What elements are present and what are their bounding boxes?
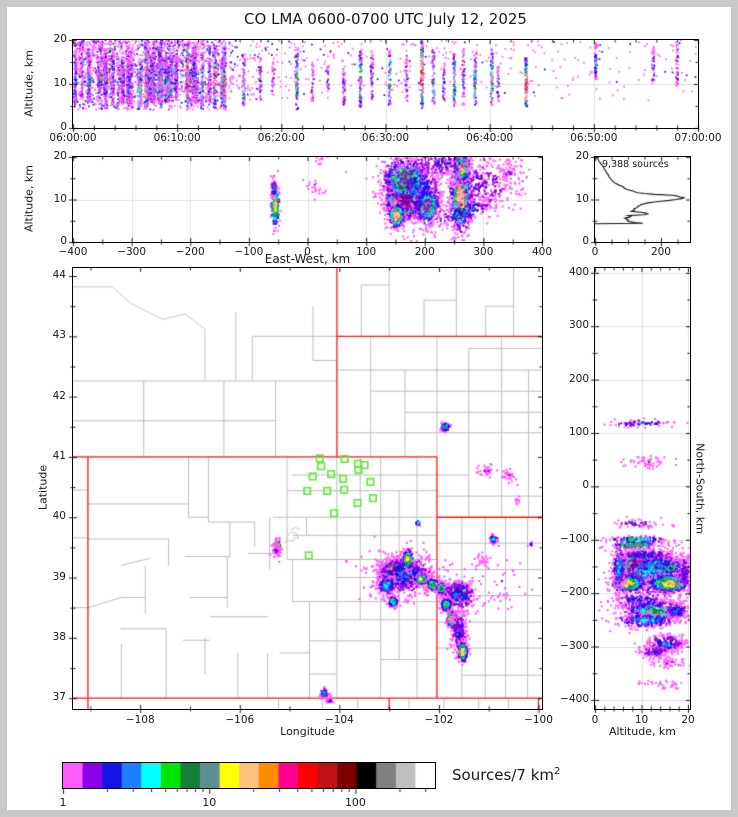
ew-axis-tick: 0 xyxy=(304,246,311,258)
north-south-tick: −400 xyxy=(560,692,589,705)
north-south-tick: 300 xyxy=(568,319,589,332)
map-ylabel: Latitude xyxy=(36,464,50,511)
longitude-tick: −104 xyxy=(324,714,354,726)
altitude-histogram-panel: 9,388 sources xyxy=(594,156,691,243)
time-height-alt-tick: 0 xyxy=(60,121,67,133)
figure-title: CO LMA 0600-0700 UTC July 12, 2025 xyxy=(244,10,527,28)
time-height-alt-tick: 20 xyxy=(53,33,67,45)
ew-axis-tick: −200 xyxy=(175,246,205,258)
source-count-annotation: 9,388 sources xyxy=(602,159,669,170)
time-height-alt-tick: 10 xyxy=(53,77,67,89)
histogram-alt-tick: 0 xyxy=(582,235,589,247)
north-south-tick: 0 xyxy=(582,479,589,492)
ew-axis-tick: −100 xyxy=(234,246,264,258)
plan-view-map-panel xyxy=(72,267,543,710)
time-axis-tick: 07:00:00 xyxy=(674,132,722,144)
ew-height-alt-tick: 20 xyxy=(53,150,67,162)
ew-axis-tick: −300 xyxy=(117,246,147,258)
longitude-tick: −100 xyxy=(524,714,553,726)
ew-axis-tick: −400 xyxy=(58,246,88,258)
histogram-count-tick: 200 xyxy=(650,246,671,258)
time-axis-tick: 06:00:00 xyxy=(49,132,97,144)
ns-height-ylabel: North-South, km xyxy=(693,443,707,534)
ew-height-alt-tick: 0 xyxy=(60,235,67,247)
histogram-alt-tick: 10 xyxy=(575,192,589,205)
north-south-tick: 400 xyxy=(568,265,589,278)
ew-axis-tick: 300 xyxy=(473,246,494,258)
time-axis-tick: 06:10:00 xyxy=(153,132,201,144)
latitude-tick: 44 xyxy=(52,269,66,282)
time-axis-tick: 06:50:00 xyxy=(570,132,618,144)
colorbar xyxy=(62,762,436,789)
latitude-tick: 37 xyxy=(52,691,66,704)
ew-axis-tick: 400 xyxy=(531,246,553,258)
latitude-tick: 41 xyxy=(52,449,66,462)
north-south-tick: −100 xyxy=(560,532,589,545)
ns-alt-tick: 20 xyxy=(681,714,695,726)
ns-alt-tick: 0 xyxy=(591,714,599,726)
colorbar-tick: 100 xyxy=(344,796,366,809)
east-west-height-panel xyxy=(72,156,543,243)
ew-axis-tick: 100 xyxy=(356,246,377,258)
time-axis-tick: 06:20:00 xyxy=(257,132,305,144)
north-south-tick: −300 xyxy=(560,639,589,652)
colorbar-tick: 1 xyxy=(59,796,67,809)
time-height-panel xyxy=(72,39,699,129)
histogram-count-tick: 0 xyxy=(591,246,599,258)
ns-alt-tick: 10 xyxy=(634,714,649,726)
north-south-tick: −200 xyxy=(560,586,589,599)
longitude-tick: −102 xyxy=(424,714,454,726)
colorbar-label: Sources/7 km2 xyxy=(452,766,561,784)
longitude-tick: −106 xyxy=(225,714,255,726)
longitude-tick: −108 xyxy=(125,714,155,726)
time-axis-tick: 06:40:00 xyxy=(466,132,514,144)
ew-height-alt-tick: 10 xyxy=(53,192,67,205)
north-south-tick: 100 xyxy=(568,425,589,438)
ew-axis-tick: 200 xyxy=(414,246,435,258)
histogram-alt-tick: 20 xyxy=(575,150,589,162)
latitude-tick: 38 xyxy=(52,630,66,643)
ns-height-xlabel: Altitude, km xyxy=(608,725,677,738)
north-south-height-panel xyxy=(594,267,691,710)
time-axis-tick: 06:30:00 xyxy=(361,132,410,144)
colorbar-tick: 10 xyxy=(202,796,217,809)
north-south-tick: 200 xyxy=(568,372,589,385)
latitude-tick: 43 xyxy=(52,329,66,342)
latitude-tick: 40 xyxy=(52,510,66,523)
latitude-tick: 42 xyxy=(52,389,66,402)
map-xlabel: Longitude xyxy=(280,725,335,738)
latitude-tick: 39 xyxy=(52,570,66,583)
